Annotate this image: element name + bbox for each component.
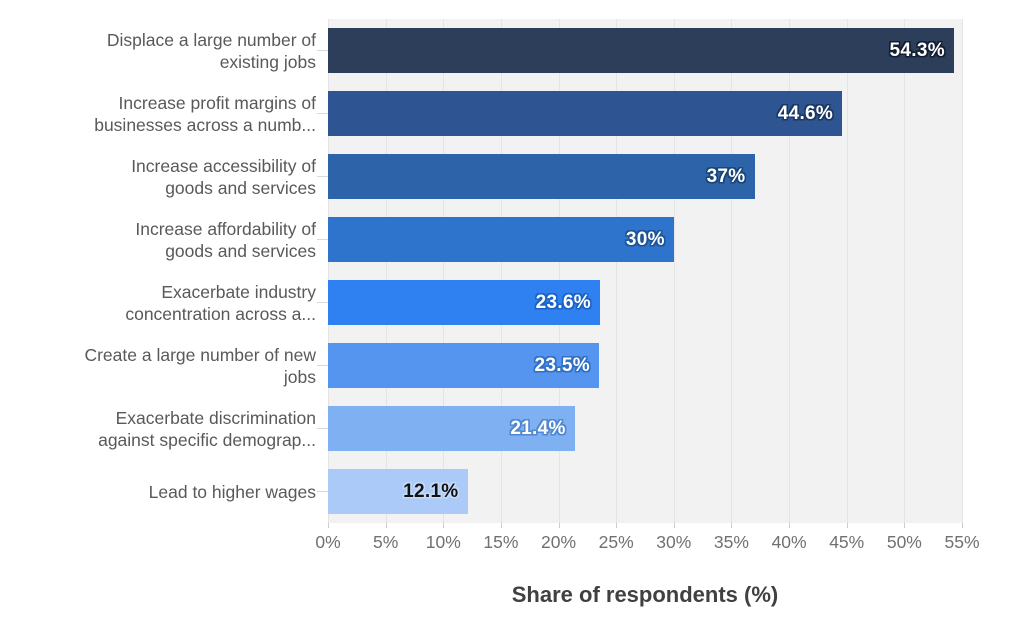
bar-value-label: 44.6% bbox=[777, 102, 834, 124]
bar-value-label: 21.4% bbox=[510, 417, 566, 439]
x-tick-mark bbox=[443, 523, 445, 528]
category-tick-mark bbox=[317, 302, 328, 303]
category-label: Increase profit margins of businesses ac… bbox=[94, 92, 316, 135]
bar-value-label: 54.3% bbox=[889, 39, 945, 61]
gridline bbox=[616, 19, 618, 523]
bar-row: Exacerbate discrimination against specif… bbox=[0, 397, 1024, 460]
x-tick-mark bbox=[846, 523, 848, 528]
category-label: Increase accessibility of goods and serv… bbox=[131, 155, 316, 198]
x-tick-label: 10% bbox=[425, 532, 461, 552]
x-tick-label: 5% bbox=[372, 532, 399, 552]
gridline bbox=[789, 19, 791, 523]
bar[interactable]: 37% bbox=[328, 154, 755, 199]
bar-value-label: 37% bbox=[706, 165, 746, 187]
gridline bbox=[731, 19, 733, 523]
bar-value-label: 30% bbox=[625, 228, 665, 250]
category-tick-mark bbox=[317, 239, 328, 240]
gridline bbox=[443, 19, 445, 523]
x-tick-mark bbox=[789, 523, 791, 528]
x-tick-mark bbox=[328, 523, 329, 528]
x-tick-label: 20% bbox=[541, 532, 577, 552]
x-axis-title: Share of respondents (%) bbox=[511, 582, 779, 607]
category-tick-mark bbox=[317, 491, 328, 492]
category-tick-mark bbox=[317, 428, 328, 429]
x-tick-label: 45% bbox=[829, 532, 865, 552]
bar-row: Increase affordability of goods and serv… bbox=[0, 208, 1024, 271]
x-tick-label: 35% bbox=[713, 532, 749, 552]
gridline bbox=[846, 19, 848, 523]
bar[interactable]: 23.6% bbox=[328, 280, 600, 325]
bar-value-label: 23.5% bbox=[534, 354, 590, 376]
gridline bbox=[385, 19, 387, 523]
x-tick-label: 0% bbox=[315, 532, 341, 552]
bar[interactable]: 30% bbox=[328, 217, 674, 262]
x-tick-mark bbox=[673, 523, 675, 528]
gridline bbox=[673, 19, 675, 523]
x-axis: 0% 5% 10% 15% 20% 25% 30% 35% 40% 45% 50% 55% bbox=[0, 523, 1024, 557]
category-tick-mark bbox=[317, 50, 328, 51]
bar[interactable]: 54.3% bbox=[328, 28, 954, 73]
category-label: Exacerbate discrimination against specif… bbox=[98, 407, 316, 450]
bar-row: Increase profit margins of businesses ac… bbox=[0, 82, 1024, 145]
gridline bbox=[962, 19, 963, 523]
category-label: Exacerbate industry concentration across… bbox=[125, 281, 316, 324]
gridline bbox=[500, 19, 502, 523]
bar-value-label: 12.1% bbox=[403, 480, 459, 502]
bar[interactable]: 12.1% bbox=[328, 469, 468, 514]
x-tick-label: 50% bbox=[886, 532, 922, 552]
x-tick-mark bbox=[385, 523, 387, 528]
x-tick-mark bbox=[500, 523, 502, 528]
bar-row: Create a large number of new jobs 23.5% bbox=[0, 334, 1024, 397]
x-tick-label: 40% bbox=[771, 532, 807, 552]
x-tick-mark bbox=[731, 523, 733, 528]
category-label: Lead to higher wages bbox=[148, 481, 316, 502]
x-tick-label: 55% bbox=[944, 532, 980, 552]
bar-row: Increase accessibility of goods and serv… bbox=[0, 145, 1024, 208]
category-label: Create a large number of new jobs bbox=[84, 344, 316, 387]
gridline bbox=[328, 19, 329, 523]
bar-row: Lead to higher wages 12.1% bbox=[0, 460, 1024, 523]
bar[interactable]: 21.4% bbox=[328, 406, 575, 451]
bar-rows: Displace a large number of existing jobs… bbox=[0, 19, 1024, 523]
gridline bbox=[558, 19, 560, 523]
bar[interactable]: 44.6% bbox=[328, 91, 843, 136]
x-tick-mark bbox=[962, 523, 963, 528]
x-tick-label: 15% bbox=[483, 532, 519, 552]
x-tick-label: 30% bbox=[656, 532, 692, 552]
bar-row: Displace a large number of existing jobs… bbox=[0, 19, 1024, 82]
bar-value-label: 23.6% bbox=[535, 291, 591, 313]
x-tick-label: 25% bbox=[598, 532, 634, 552]
x-tick-mark bbox=[558, 523, 560, 528]
x-tick-mark bbox=[904, 523, 906, 528]
category-label: Increase affordability of goods and serv… bbox=[135, 218, 316, 261]
category-tick-mark bbox=[317, 113, 328, 114]
category-label: Displace a large number of existing jobs bbox=[106, 29, 316, 72]
category-tick-mark bbox=[317, 365, 328, 366]
gridline bbox=[904, 19, 906, 523]
bar-row: Exacerbate industry concentration across… bbox=[0, 271, 1024, 334]
bar[interactable]: 23.5% bbox=[328, 343, 599, 388]
x-tick-mark bbox=[616, 523, 618, 528]
category-tick-mark bbox=[317, 176, 328, 177]
